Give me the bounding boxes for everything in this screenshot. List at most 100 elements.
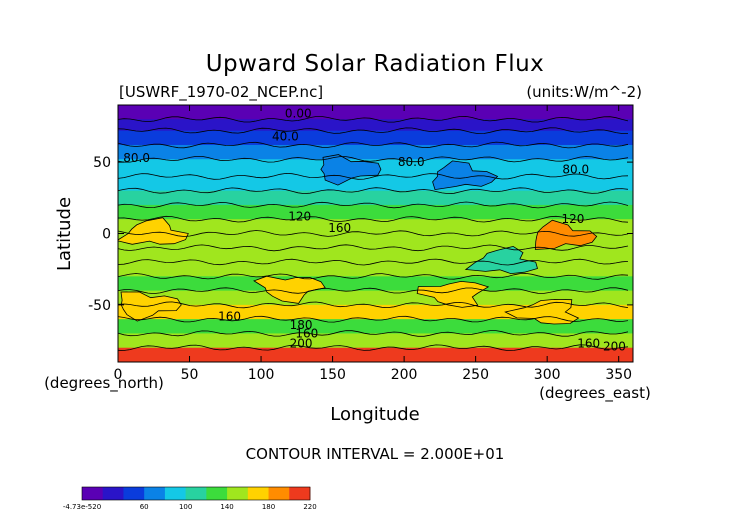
contour-line (118, 230, 629, 237)
flux-hotspot (504, 298, 580, 325)
contour-label: 160 (577, 336, 600, 350)
flux-hotspot (253, 275, 326, 304)
contour-label: 120 (288, 209, 311, 223)
contour-label: 160 (218, 309, 241, 323)
contour-line (118, 344, 629, 352)
contour-line (118, 156, 629, 163)
contour-line (118, 315, 629, 323)
contour-label: 160 (328, 221, 351, 235)
colorbar-swatch (289, 487, 311, 500)
y-unit-label: (degrees_north) (44, 374, 164, 393)
latitude-band (118, 262, 633, 277)
colorbar-swatch (123, 487, 145, 500)
latitude-band (118, 319, 633, 334)
y-tick-label: -50 (88, 298, 111, 314)
contour-label: 160 (295, 326, 318, 340)
flux-hotspot (432, 160, 499, 191)
colorbar-frame (81, 486, 311, 501)
contour-line (118, 141, 629, 149)
flux-hotspot (464, 245, 538, 275)
flux-hotspot (534, 219, 598, 250)
contour-label: 80.0 (123, 151, 150, 165)
latitude-band (118, 219, 633, 234)
colorbar-swatch (144, 487, 166, 500)
latitude-band (118, 190, 633, 206)
contour-label: 120 (561, 212, 584, 226)
contour-line (118, 127, 629, 135)
contour-line (118, 172, 629, 180)
latitude-band (118, 333, 633, 349)
x-tick-label: 250 (462, 367, 489, 383)
contour-line (118, 244, 629, 252)
x-tick-label: 150 (319, 367, 346, 383)
contour-line (118, 187, 629, 195)
colorbar (81, 486, 311, 501)
contour-line (118, 301, 629, 309)
latitude-band (118, 204, 633, 220)
contour-label: 80.0 (562, 162, 589, 176)
colorbar-swatch (82, 487, 104, 500)
colorbar-swatch (206, 487, 228, 500)
file-label: [USWRF_1970-02_NCEP.nc] (119, 83, 323, 102)
chart-title: Upward Solar Radiation Flux (206, 51, 545, 77)
colorbar-tick-label: -4.73e-520 (63, 503, 101, 511)
latitude-band (118, 276, 633, 292)
latitude-band (118, 290, 633, 306)
y-tick-label: 0 (102, 227, 111, 243)
x-tick-label: 100 (248, 367, 275, 383)
contour-line (118, 258, 629, 266)
latitude-band (118, 304, 633, 320)
colorbar-swatch (268, 487, 290, 500)
latitude-band (118, 233, 633, 249)
contour-line (118, 115, 629, 123)
units-label: (units:W/m^-2) (526, 83, 642, 101)
x-tick-label: 0 (114, 367, 123, 383)
contour-line (118, 287, 629, 295)
colorbar-tick-label: 60 (140, 503, 149, 511)
contour-label: 200 (603, 339, 626, 353)
contour-label: 80.0 (398, 155, 425, 169)
colorbar-swatch (164, 487, 187, 500)
latitude-band (118, 347, 633, 362)
contour-line (118, 272, 629, 280)
x-axis-ticks: 0 50 100 150 200 250 300 350 (114, 105, 632, 383)
colorbar-swatch (185, 487, 207, 500)
contour-label: 180 (290, 318, 313, 332)
colorbar-swatch (247, 487, 269, 500)
contour-label: 0.00 (285, 107, 312, 121)
colorbar-swatch (102, 487, 124, 500)
colorbar-tick-label: 180 (262, 503, 275, 511)
contour-line (118, 215, 629, 223)
colorbar-tick-label: 100 (179, 503, 192, 511)
x-tick-label: 350 (605, 367, 632, 383)
y-axis-ticks: 50 0 -50 (88, 155, 633, 314)
contour-label: 200 (290, 336, 313, 350)
x-tick-label: 200 (391, 367, 418, 383)
contour-line (118, 330, 629, 337)
x-tick-label: 50 (181, 367, 199, 383)
colorbar-swatch (227, 487, 249, 500)
contour-label: 40.0 (272, 129, 299, 143)
x-unit-label: (degrees_east) (539, 384, 651, 403)
flux-hotspot (320, 154, 382, 186)
latitude-bands (118, 105, 633, 362)
contour-lines (118, 115, 629, 352)
latitude-band (118, 144, 633, 160)
latitude-band (118, 119, 633, 132)
x-axis-title: Longitude (330, 404, 420, 425)
latitude-band (118, 176, 633, 192)
x-tick-label: 300 (534, 367, 561, 383)
latitude-band (118, 130, 633, 146)
latitude-band (118, 105, 633, 120)
y-tick-label: 50 (93, 155, 111, 171)
contour-interval-note: CONTOUR INTERVAL = 2.000E+01 (246, 445, 505, 463)
contour-line (118, 201, 629, 209)
heatmap-field (118, 105, 633, 362)
colorbar-tick-label: 220 (303, 503, 316, 511)
flux-hotspots (118, 154, 598, 325)
colorbar-tick-labels: -4.73e-520 60 100 140 180 220 (63, 503, 317, 511)
y-axis-title: Latitude (54, 197, 75, 271)
colorbar-tick-label: 140 (220, 503, 233, 511)
